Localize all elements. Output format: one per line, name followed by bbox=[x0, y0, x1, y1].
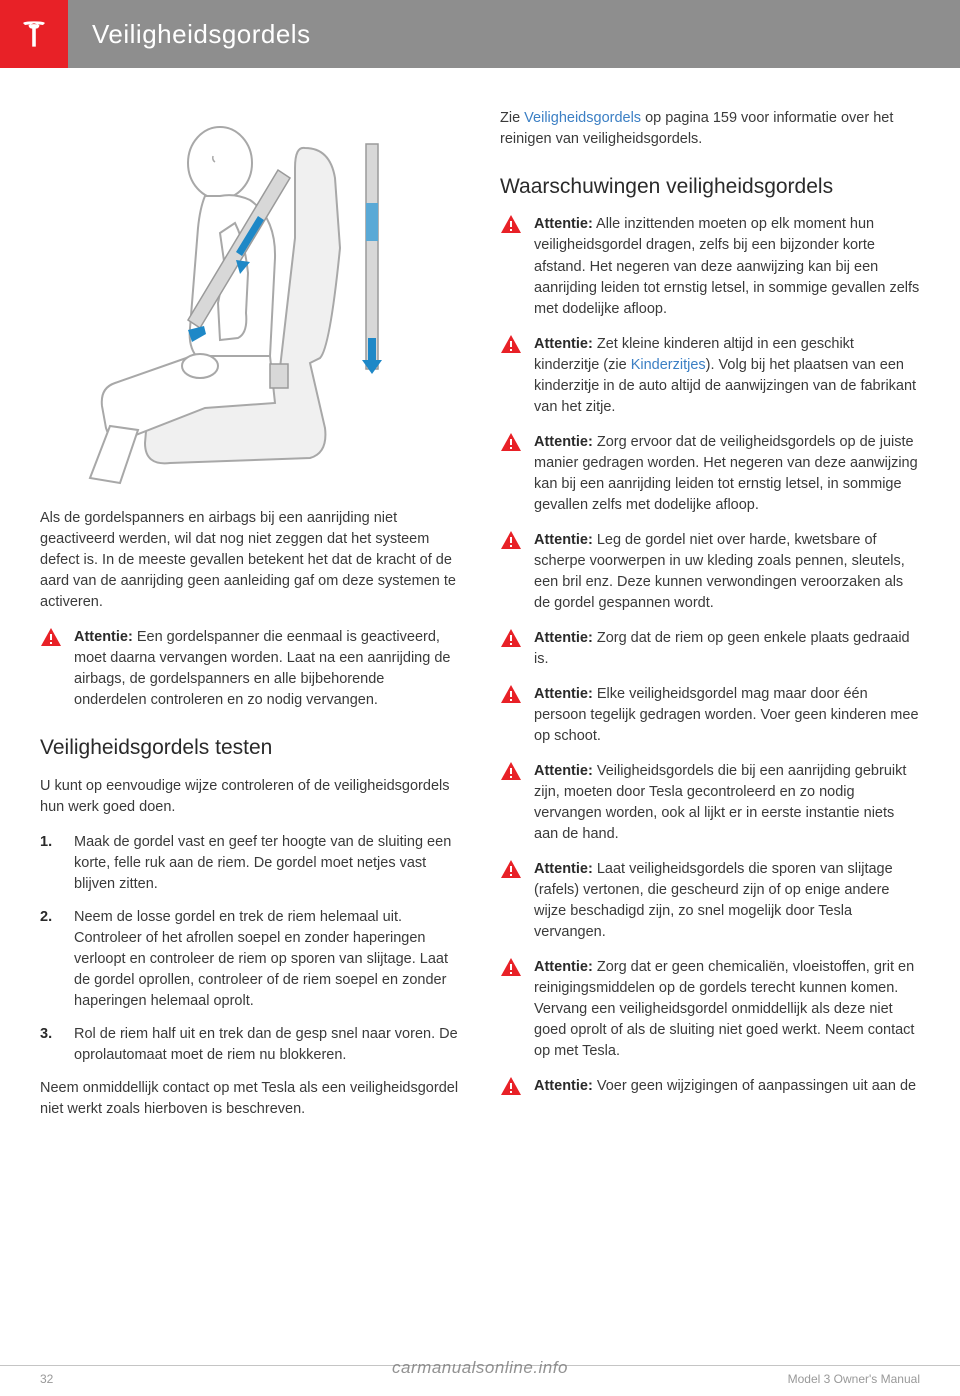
warning-item: Attentie: Veiligheidsgordels die bij een… bbox=[500, 761, 920, 845]
warning-text: Attentie: Zet kleine kinderen altijd in … bbox=[534, 334, 920, 418]
warning-link[interactable]: Kinderzitjes bbox=[631, 357, 706, 373]
page-header: Veiligheidsgordels bbox=[0, 0, 960, 68]
warning-icon bbox=[500, 432, 522, 452]
test-intro: U kunt op eenvoudige wijze controleren o… bbox=[40, 776, 460, 818]
warning-label: Attentie: bbox=[534, 630, 593, 646]
warning-item: Attentie: Een gordelspanner die eenmaal … bbox=[40, 627, 460, 711]
warning-item: Attentie: Alle inzittenden moeten op elk… bbox=[500, 214, 920, 319]
warning-item: Attentie: Zet kleine kinderen altijd in … bbox=[500, 334, 920, 418]
section-heading-testing: Veiligheidsgordels testen bbox=[40, 733, 460, 763]
step-item: Neem de losse gordel en trek de riem hel… bbox=[40, 907, 460, 1012]
watermark-text: carmanualsonline.info bbox=[392, 1358, 568, 1378]
warning-icon bbox=[500, 957, 522, 977]
doc-title: Model 3 Owner's Manual bbox=[788, 1372, 920, 1386]
ref-pre: Zie bbox=[500, 110, 524, 126]
warning-icon bbox=[500, 214, 522, 234]
warning-label: Attentie: bbox=[534, 763, 593, 779]
warning-text: Attentie: Zorg ervoor dat de veiligheids… bbox=[534, 432, 920, 516]
warning-item: Attentie: Zorg ervoor dat de veiligheids… bbox=[500, 432, 920, 516]
warning-text: Attentie: Een gordelspanner die eenmaal … bbox=[74, 627, 460, 711]
ref-link[interactable]: Veiligheidsgordels bbox=[524, 110, 641, 126]
page-title: Veiligheidsgordels bbox=[92, 19, 311, 50]
warning-item: Attentie: Leg de gordel niet over harde,… bbox=[500, 530, 920, 614]
warning-item: Attentie: Zorg dat de riem op geen enkel… bbox=[500, 628, 920, 670]
cleaning-reference: Zie Veiligheidsgordels op pagina 159 voo… bbox=[500, 108, 920, 150]
tesla-logo-box bbox=[0, 0, 68, 68]
warning-text: Attentie: Zorg dat de riem op geen enkel… bbox=[534, 628, 920, 670]
warning-label: Attentie: bbox=[534, 532, 593, 548]
warning-icon bbox=[500, 684, 522, 704]
warning-label: Attentie: bbox=[534, 861, 593, 877]
warning-body-pre: Voer geen wijzigingen of aanpassingen ui… bbox=[593, 1078, 916, 1094]
right-column: Zie Veiligheidsgordels op pagina 159 voo… bbox=[500, 108, 920, 1134]
test-steps-list: Maak de gordel vast en geef ter hoogte v… bbox=[40, 832, 460, 1066]
warning-text: Attentie: Laat veiligheidsgordels die sp… bbox=[534, 859, 920, 943]
warning-item: Attentie: Zorg dat er geen chemicaliën, … bbox=[500, 957, 920, 1062]
warning-label: Attentie: bbox=[534, 336, 593, 352]
page-number: 32 bbox=[40, 1372, 53, 1386]
warning-label: Attentie: bbox=[534, 216, 593, 232]
warning-label: Attentie: bbox=[534, 959, 593, 975]
step-item: Maak de gordel vast en geef ter hoogte v… bbox=[40, 832, 460, 895]
seatbelt-illustration bbox=[70, 108, 430, 488]
warning-icon bbox=[40, 627, 62, 647]
test-outro: Neem onmiddellijk contact op met Tesla a… bbox=[40, 1078, 460, 1120]
warnings-list: Attentie: Alle inzittenden moeten op elk… bbox=[500, 214, 920, 1097]
warning-icon bbox=[500, 530, 522, 550]
warning-item: Attentie: Voer geen wijzigingen of aanpa… bbox=[500, 1076, 920, 1097]
warning-label: Attentie: bbox=[534, 1078, 593, 1094]
warning-label: Attentie: bbox=[534, 434, 593, 450]
left-column: Als de gordelspanners en airbags bij een… bbox=[40, 108, 460, 1134]
content-area: Als de gordelspanners en airbags bij een… bbox=[0, 68, 960, 1134]
warning-label: Attentie: bbox=[534, 686, 593, 702]
warning-item: Attentie: Laat veiligheidsgordels die sp… bbox=[500, 859, 920, 943]
warning-text: Attentie: Leg de gordel niet over harde,… bbox=[534, 530, 920, 614]
warning-text: Attentie: Voer geen wijzigingen of aanpa… bbox=[534, 1076, 920, 1097]
step-text: Neem de losse gordel en trek de riem hel… bbox=[74, 907, 460, 1012]
warning-icon bbox=[500, 334, 522, 354]
warning-text: Attentie: Zorg dat er geen chemicaliën, … bbox=[534, 957, 920, 1062]
warning-item: Attentie: Elke veiligheidsgordel mag maa… bbox=[500, 684, 920, 747]
step-text: Maak de gordel vast en geef ter hoogte v… bbox=[74, 832, 460, 895]
warning-label: Attentie: bbox=[74, 629, 133, 645]
step-text: Rol de riem half uit en trek dan de gesp… bbox=[74, 1024, 460, 1066]
warning-text: Attentie: Elke veiligheidsgordel mag maa… bbox=[534, 684, 920, 747]
intro-paragraph: Als de gordelspanners en airbags bij een… bbox=[40, 508, 460, 613]
warning-icon bbox=[500, 628, 522, 648]
warning-icon bbox=[500, 859, 522, 879]
tesla-logo-icon bbox=[16, 16, 52, 52]
warning-icon bbox=[500, 1076, 522, 1096]
warning-text: Attentie: Alle inzittenden moeten op elk… bbox=[534, 214, 920, 319]
warning-icon bbox=[500, 761, 522, 781]
section-heading-warnings: Waarschuwingen veiligheidsgordels bbox=[500, 172, 920, 202]
warning-text: Attentie: Veiligheidsgordels die bij een… bbox=[534, 761, 920, 845]
step-item: Rol de riem half uit en trek dan de gesp… bbox=[40, 1024, 460, 1066]
